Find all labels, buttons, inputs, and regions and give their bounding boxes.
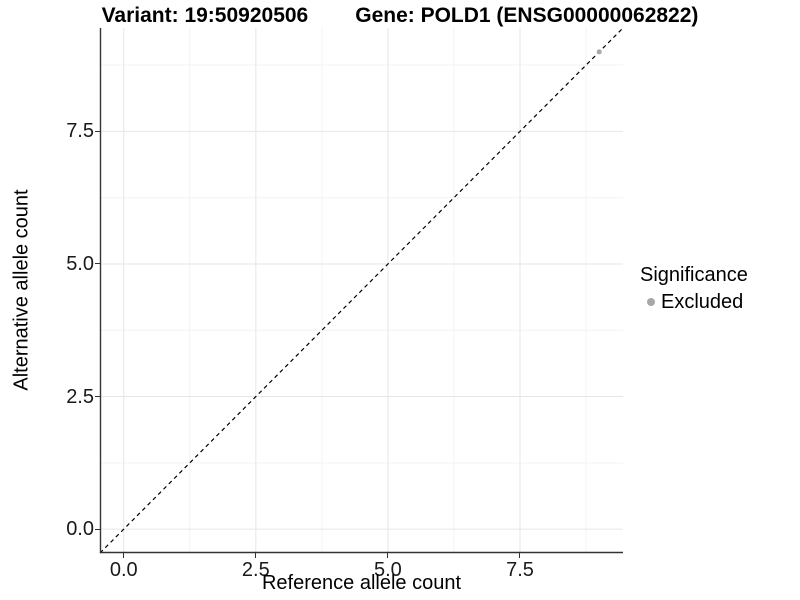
y-axis-title: Alternative allele count: [10, 189, 33, 391]
data-point-excluded: [596, 49, 602, 55]
y-tick-mark: [95, 396, 100, 398]
y-tick-mark: [95, 263, 100, 265]
y-tick-label: 2.5: [66, 385, 94, 408]
identity-reference-line: [99, 27, 624, 554]
x-tick-mark: [519, 553, 521, 558]
legend-item-label: Excluded: [661, 291, 744, 313]
legend-item-excluded: Excluded: [640, 290, 748, 314]
plot-canvas: [99, 27, 624, 554]
y-tick-label: 5.0: [66, 252, 94, 275]
y-tick-label: 0.0: [66, 518, 94, 541]
x-tick-mark: [387, 553, 389, 558]
x-tick-mark: [123, 553, 125, 558]
y-tick-mark: [95, 528, 100, 530]
legend-title: Significance: [640, 264, 748, 286]
x-tick-label: 7.5: [506, 559, 534, 581]
legend-key-point-icon: [647, 298, 655, 306]
x-tick-mark: [255, 553, 257, 558]
plot-title-variant: Variant: 19:50920506: [101, 4, 309, 27]
plot-title: Variant: 19:50920506 Gene: POLD1 (ENSG00…: [0, 4, 800, 28]
x-axis-title: Reference allele count: [261, 572, 461, 594]
y-tick-mark: [95, 130, 100, 132]
plot-title-gene: Gene: POLD1 (ENSG00000062822): [355, 4, 699, 27]
x-tick-label: 0.0: [109, 559, 138, 581]
y-tick-label: 7.5: [66, 120, 94, 143]
plot-panel: [99, 27, 624, 554]
legend: Significance Excluded: [640, 263, 748, 314]
x-tick-label: 5.0: [374, 559, 402, 581]
x-tick-label: 2.5: [241, 559, 270, 581]
